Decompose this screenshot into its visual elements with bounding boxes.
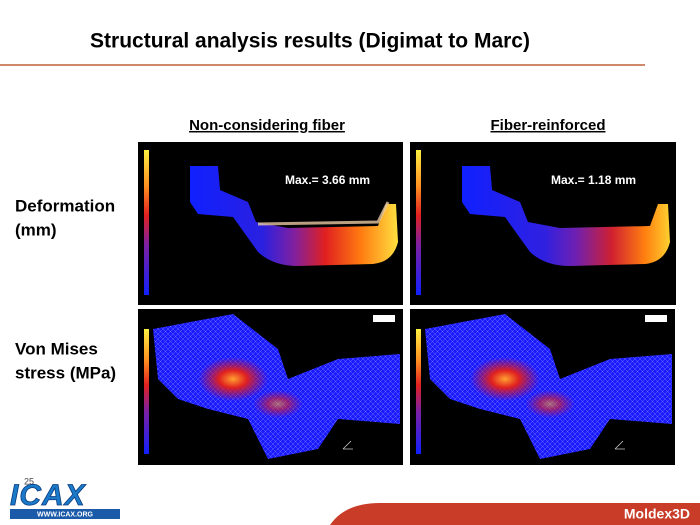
row-label: Deformation: [15, 196, 115, 215]
column-header: Fiber-reinforced: [490, 117, 605, 134]
deformation-image: Max.= 1.18 mm: [410, 142, 676, 305]
stress-image: [137, 308, 404, 466]
column-header: Non-considering fiber: [189, 117, 345, 134]
logo: ICAX: [10, 479, 87, 512]
row-label: (mm): [15, 220, 57, 239]
page-number: 25: [24, 476, 34, 486]
row-label: Von Mises: [15, 339, 98, 358]
logo-bar: [10, 509, 120, 519]
max-annotation: Max.= 3.66 mm: [285, 173, 370, 187]
logo-url: WWW.ICAX.ORG: [37, 511, 94, 518]
deformation-image: Max.= 3.66 mm: [138, 142, 403, 305]
slide-title: Structural analysis results (Digimat to …: [90, 30, 530, 53]
footer-band: [330, 503, 700, 525]
stress-image: [409, 308, 676, 466]
max-annotation: Max.= 1.18 mm: [551, 173, 636, 187]
brand: Moldex3D: [624, 506, 690, 522]
row-label: stress (MPa): [15, 363, 116, 382]
